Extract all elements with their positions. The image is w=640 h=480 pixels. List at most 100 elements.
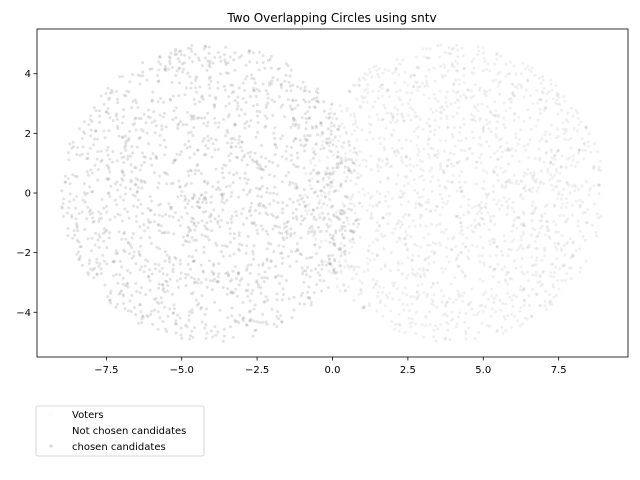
voter-point [342, 221, 346, 225]
voter-point [369, 196, 372, 200]
voter-point [157, 286, 161, 290]
voter-point [484, 305, 487, 308]
voter-point [146, 206, 150, 210]
voter-point [135, 290, 139, 293]
voter-point [204, 201, 208, 205]
voter-point [72, 198, 76, 202]
voter-point [403, 331, 407, 334]
voter-point [235, 319, 239, 323]
voter-point [584, 125, 588, 129]
voter-point [308, 297, 311, 300]
voter-point [310, 125, 314, 129]
voter-point [361, 158, 365, 162]
voter-point [521, 186, 525, 190]
voter-point [463, 180, 467, 184]
voter-point [357, 83, 361, 87]
voter-point [252, 221, 256, 225]
voter-point [496, 158, 500, 162]
voter-point [343, 210, 347, 214]
voter-point [203, 116, 207, 120]
voter-point [413, 80, 417, 84]
voter-point [312, 208, 315, 212]
voter-point [470, 307, 474, 311]
voter-point [174, 106, 178, 110]
voter-point [495, 135, 498, 139]
voter-point [475, 212, 479, 216]
voter-point [99, 160, 103, 163]
voter-point [539, 97, 543, 101]
voter-point [189, 169, 193, 173]
voter-point [144, 258, 148, 262]
voter-point [535, 88, 539, 92]
voter-point [233, 320, 237, 324]
voter-point [197, 277, 201, 281]
voter-point [279, 85, 283, 89]
voter-point [113, 259, 117, 263]
voter-point [430, 302, 434, 306]
voter-point [70, 214, 74, 217]
voter-point [343, 204, 347, 208]
voter-point [380, 232, 383, 236]
voter-point [491, 275, 495, 279]
voter-point [74, 217, 78, 221]
voter-point [550, 176, 554, 180]
voter-point [363, 95, 367, 99]
voter-point [190, 329, 194, 333]
voter-point [337, 217, 340, 220]
voter-point [192, 277, 196, 281]
voter-point [304, 89, 308, 92]
voter-point [329, 132, 333, 136]
voter-point [538, 158, 542, 162]
voter-point [557, 190, 561, 194]
voter-point [141, 74, 145, 78]
voter-point [359, 292, 363, 295]
voter-point [325, 137, 329, 141]
voter-point [385, 111, 389, 115]
voter-point [522, 224, 526, 228]
voter-point [499, 55, 502, 58]
voter-point [517, 115, 521, 119]
voter-point [252, 86, 256, 90]
voter-point [114, 114, 118, 118]
voter-point [355, 218, 359, 222]
voter-point [189, 86, 193, 90]
voter-point [463, 275, 467, 279]
voter-point [461, 54, 465, 58]
voter-point [536, 101, 540, 105]
voter-point [542, 181, 546, 185]
voter-point [473, 83, 477, 87]
voter-point [197, 58, 201, 62]
voter-point [532, 263, 536, 267]
x-tick-label: −2.5 [245, 365, 269, 376]
voter-point [433, 79, 437, 83]
voter-point [436, 281, 439, 285]
voter-point [134, 282, 138, 285]
voter-point [529, 94, 533, 98]
voter-point [400, 146, 404, 150]
voter-point [246, 283, 250, 287]
voter-point [288, 183, 292, 187]
voter-point [508, 72, 511, 76]
voter-point [314, 124, 318, 128]
voter-point [164, 213, 168, 217]
voter-point [496, 113, 500, 117]
voter-point [491, 190, 495, 194]
voter-point [365, 100, 369, 104]
voter-point [394, 67, 398, 70]
voter-point [261, 54, 265, 58]
voter-point [352, 161, 356, 165]
voter-point [192, 222, 196, 226]
voter-point [243, 171, 247, 175]
voter-point [83, 193, 87, 197]
voter-point [134, 183, 138, 187]
voter-point [281, 103, 285, 107]
voter-point [347, 157, 351, 161]
voter-point [211, 279, 215, 283]
voter-point [173, 307, 177, 311]
voter-point [510, 325, 513, 329]
voter-point [240, 54, 243, 58]
voter-point [253, 151, 257, 155]
voter-point [425, 121, 429, 125]
voter-point [142, 160, 146, 164]
voter-point [460, 228, 464, 232]
